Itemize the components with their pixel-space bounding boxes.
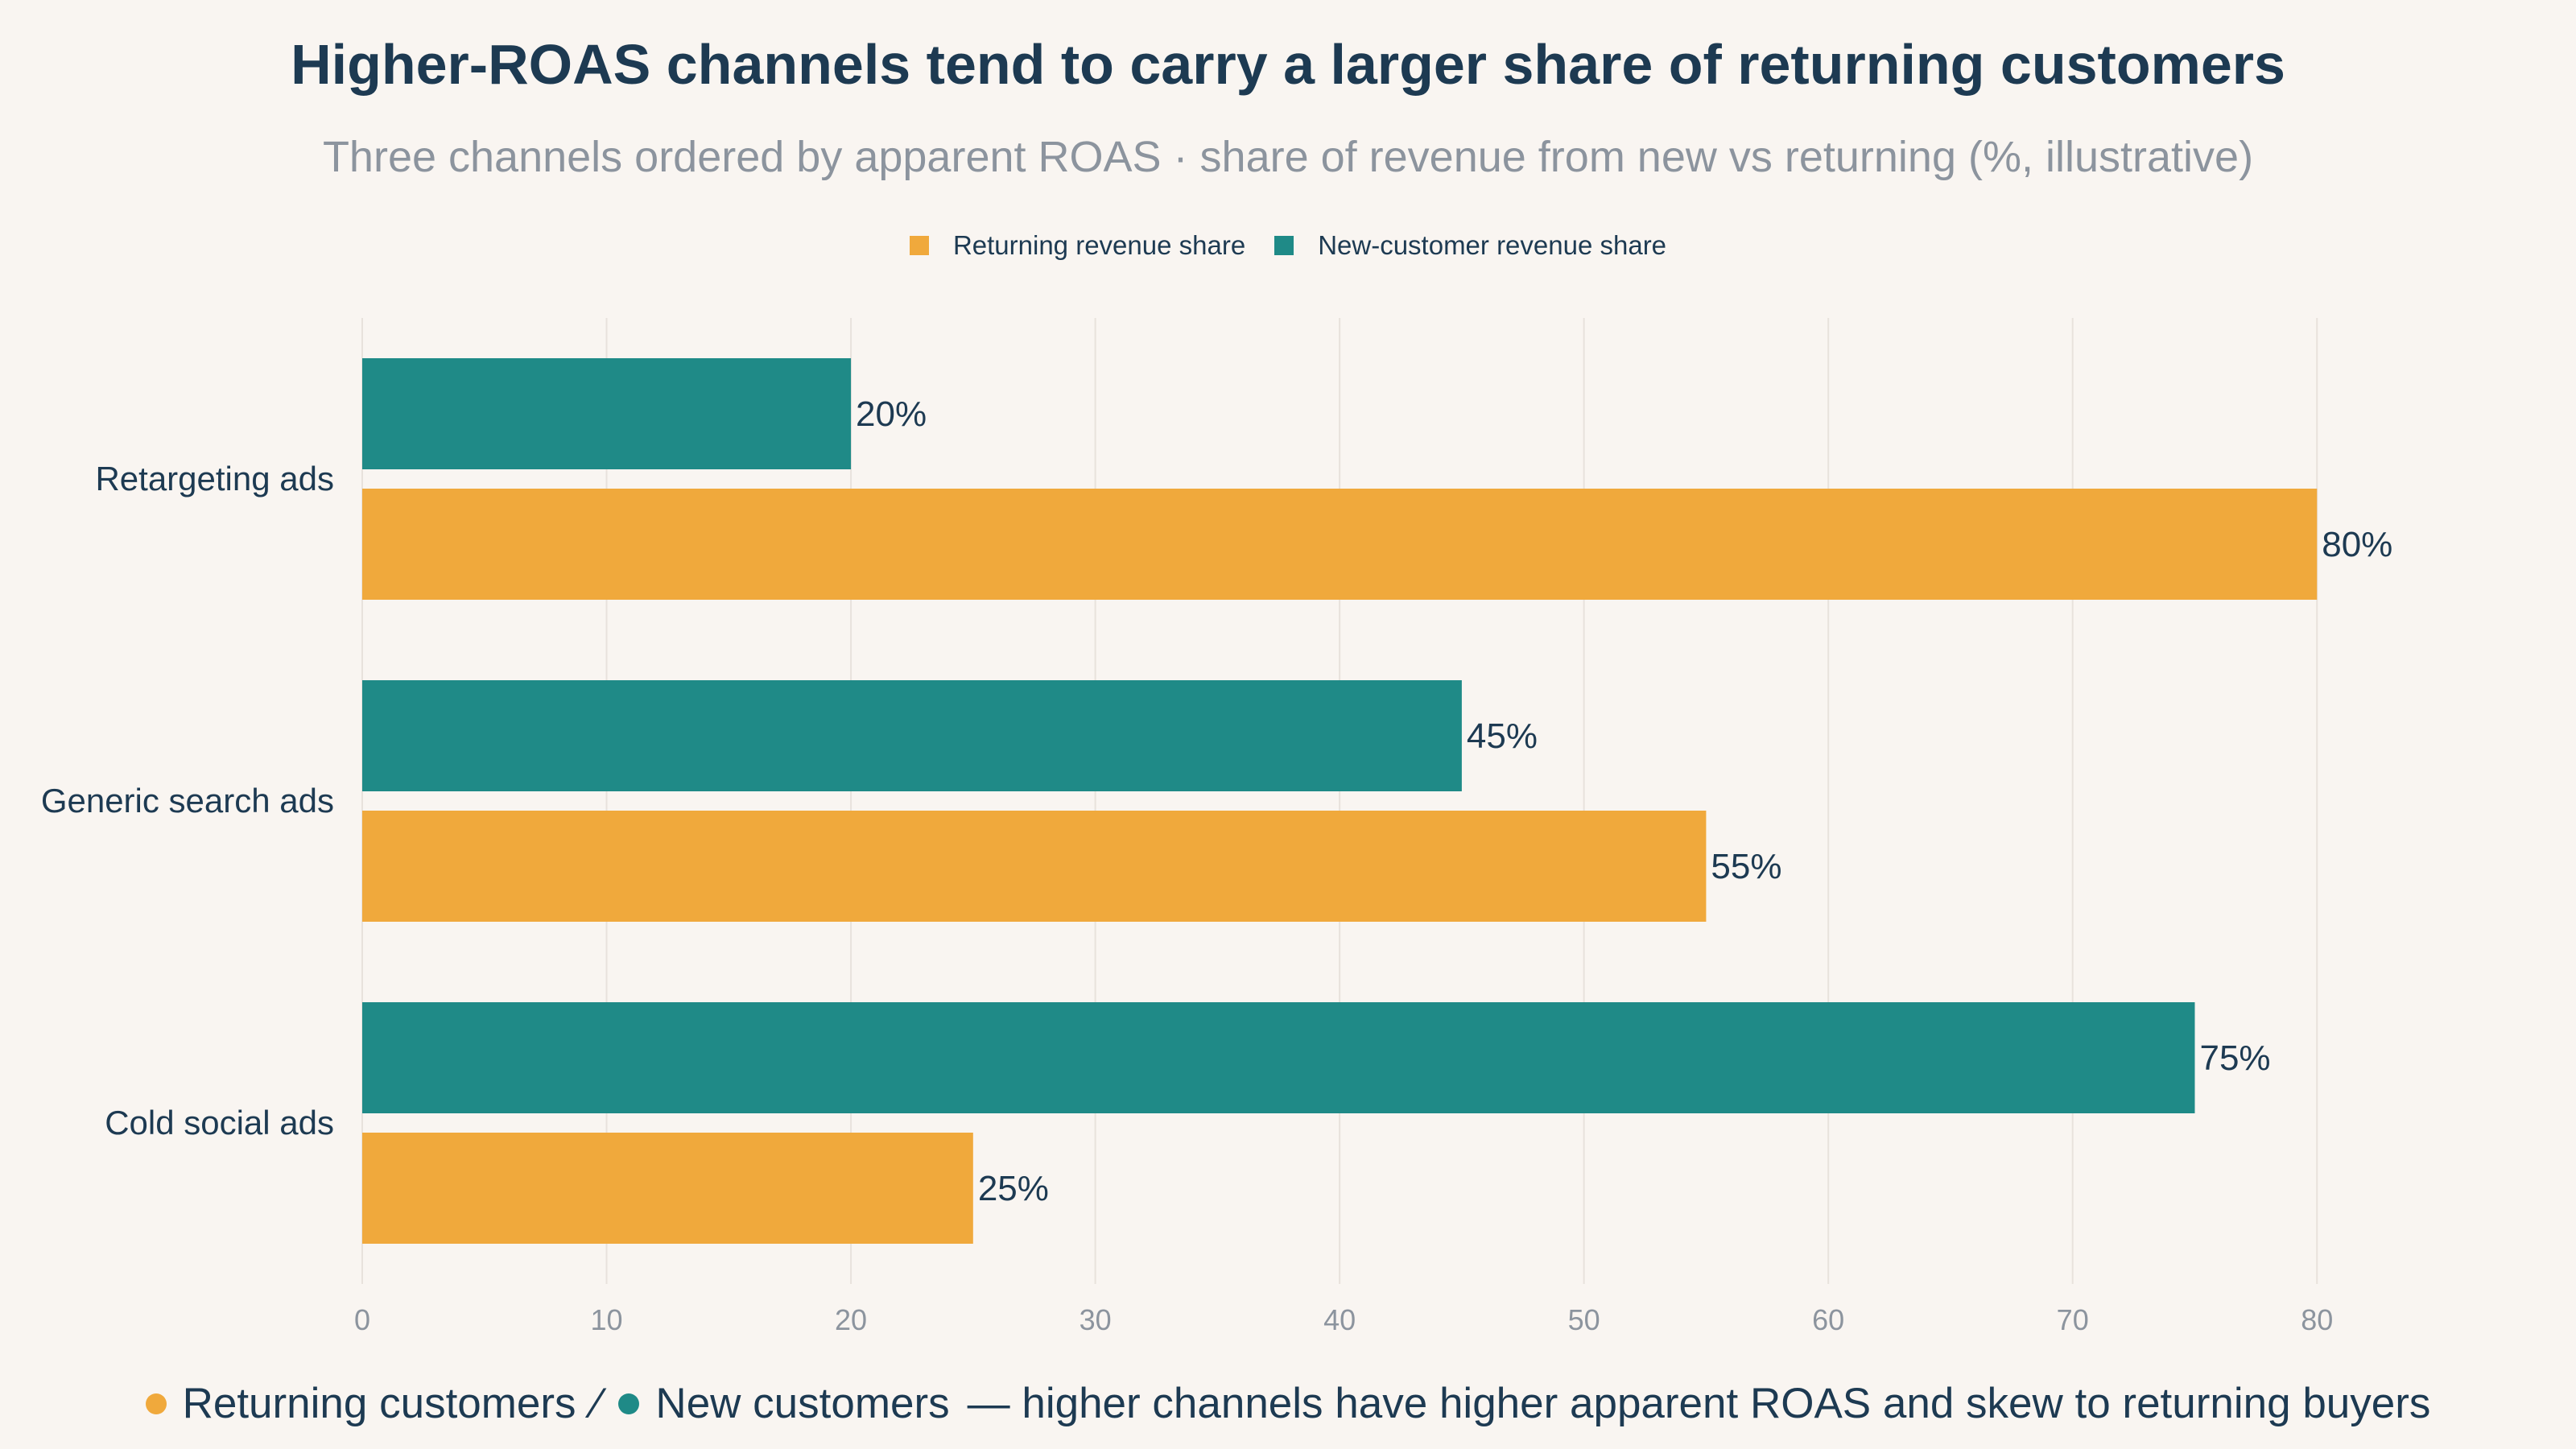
legend-item-returning[interactable]: Returning revenue share	[909, 230, 1246, 261]
bar-new	[362, 1002, 2195, 1113]
returning-dot-icon	[145, 1393, 167, 1414]
footer-caption: Returning customers ∕ New customers — hi…	[0, 1379, 2576, 1428]
legend-label-returning: Returning revenue share	[952, 230, 1246, 260]
x-tick-label: 70	[2057, 1303, 2089, 1336]
x-tick-label: 10	[591, 1303, 623, 1336]
footer-separator: ∕	[593, 1380, 601, 1427]
y-category-label: Retargeting ads	[95, 460, 334, 497]
chart-subtitle: Three channels ordered by apparent ROAS …	[322, 133, 2254, 181]
bar-value-label: 45%	[1467, 716, 1538, 756]
x-tick-label: 30	[1080, 1303, 1112, 1336]
bar-value-label: 75%	[2199, 1038, 2270, 1078]
legend: Returning revenue share New-customer rev…	[0, 230, 2576, 261]
bar-value-label: 80%	[2322, 525, 2392, 564]
bar-returning	[362, 1133, 973, 1244]
y-category-label: Generic search ads	[41, 782, 334, 819]
footer-new-label: New customers	[655, 1380, 950, 1427]
bar-new	[362, 358, 852, 469]
new-dot-icon	[618, 1393, 640, 1414]
x-tick-label: 50	[1568, 1303, 1600, 1336]
legend-label-new: New-customer revenue share	[1318, 230, 1667, 260]
footer-note: — higher channels have higher apparent R…	[967, 1380, 2431, 1427]
bar-value-label: 55%	[1711, 847, 1781, 886]
x-tick-label: 20	[835, 1303, 867, 1336]
bar-returning	[362, 489, 2318, 600]
legend-item-new[interactable]: New-customer revenue share	[1274, 230, 1666, 261]
bar-new	[362, 680, 1462, 791]
x-tick-label: 0	[354, 1303, 370, 1336]
x-tick-label: 60	[1812, 1303, 1844, 1336]
x-tick-label: 40	[1323, 1303, 1356, 1336]
bar-returning	[362, 811, 1707, 922]
y-category-label: Cold social ads	[105, 1104, 334, 1141]
x-tick-label: 80	[2301, 1303, 2333, 1336]
legend-swatch-returning	[909, 236, 929, 255]
legend-swatch-new	[1274, 236, 1294, 255]
bar-value-label: 25%	[978, 1169, 1049, 1208]
bar-value-label: 20%	[856, 394, 927, 434]
footer-returning-label: Returning customers	[182, 1380, 576, 1427]
chart-title: Higher-ROAS channels tend to carry a lar…	[291, 33, 2285, 96]
